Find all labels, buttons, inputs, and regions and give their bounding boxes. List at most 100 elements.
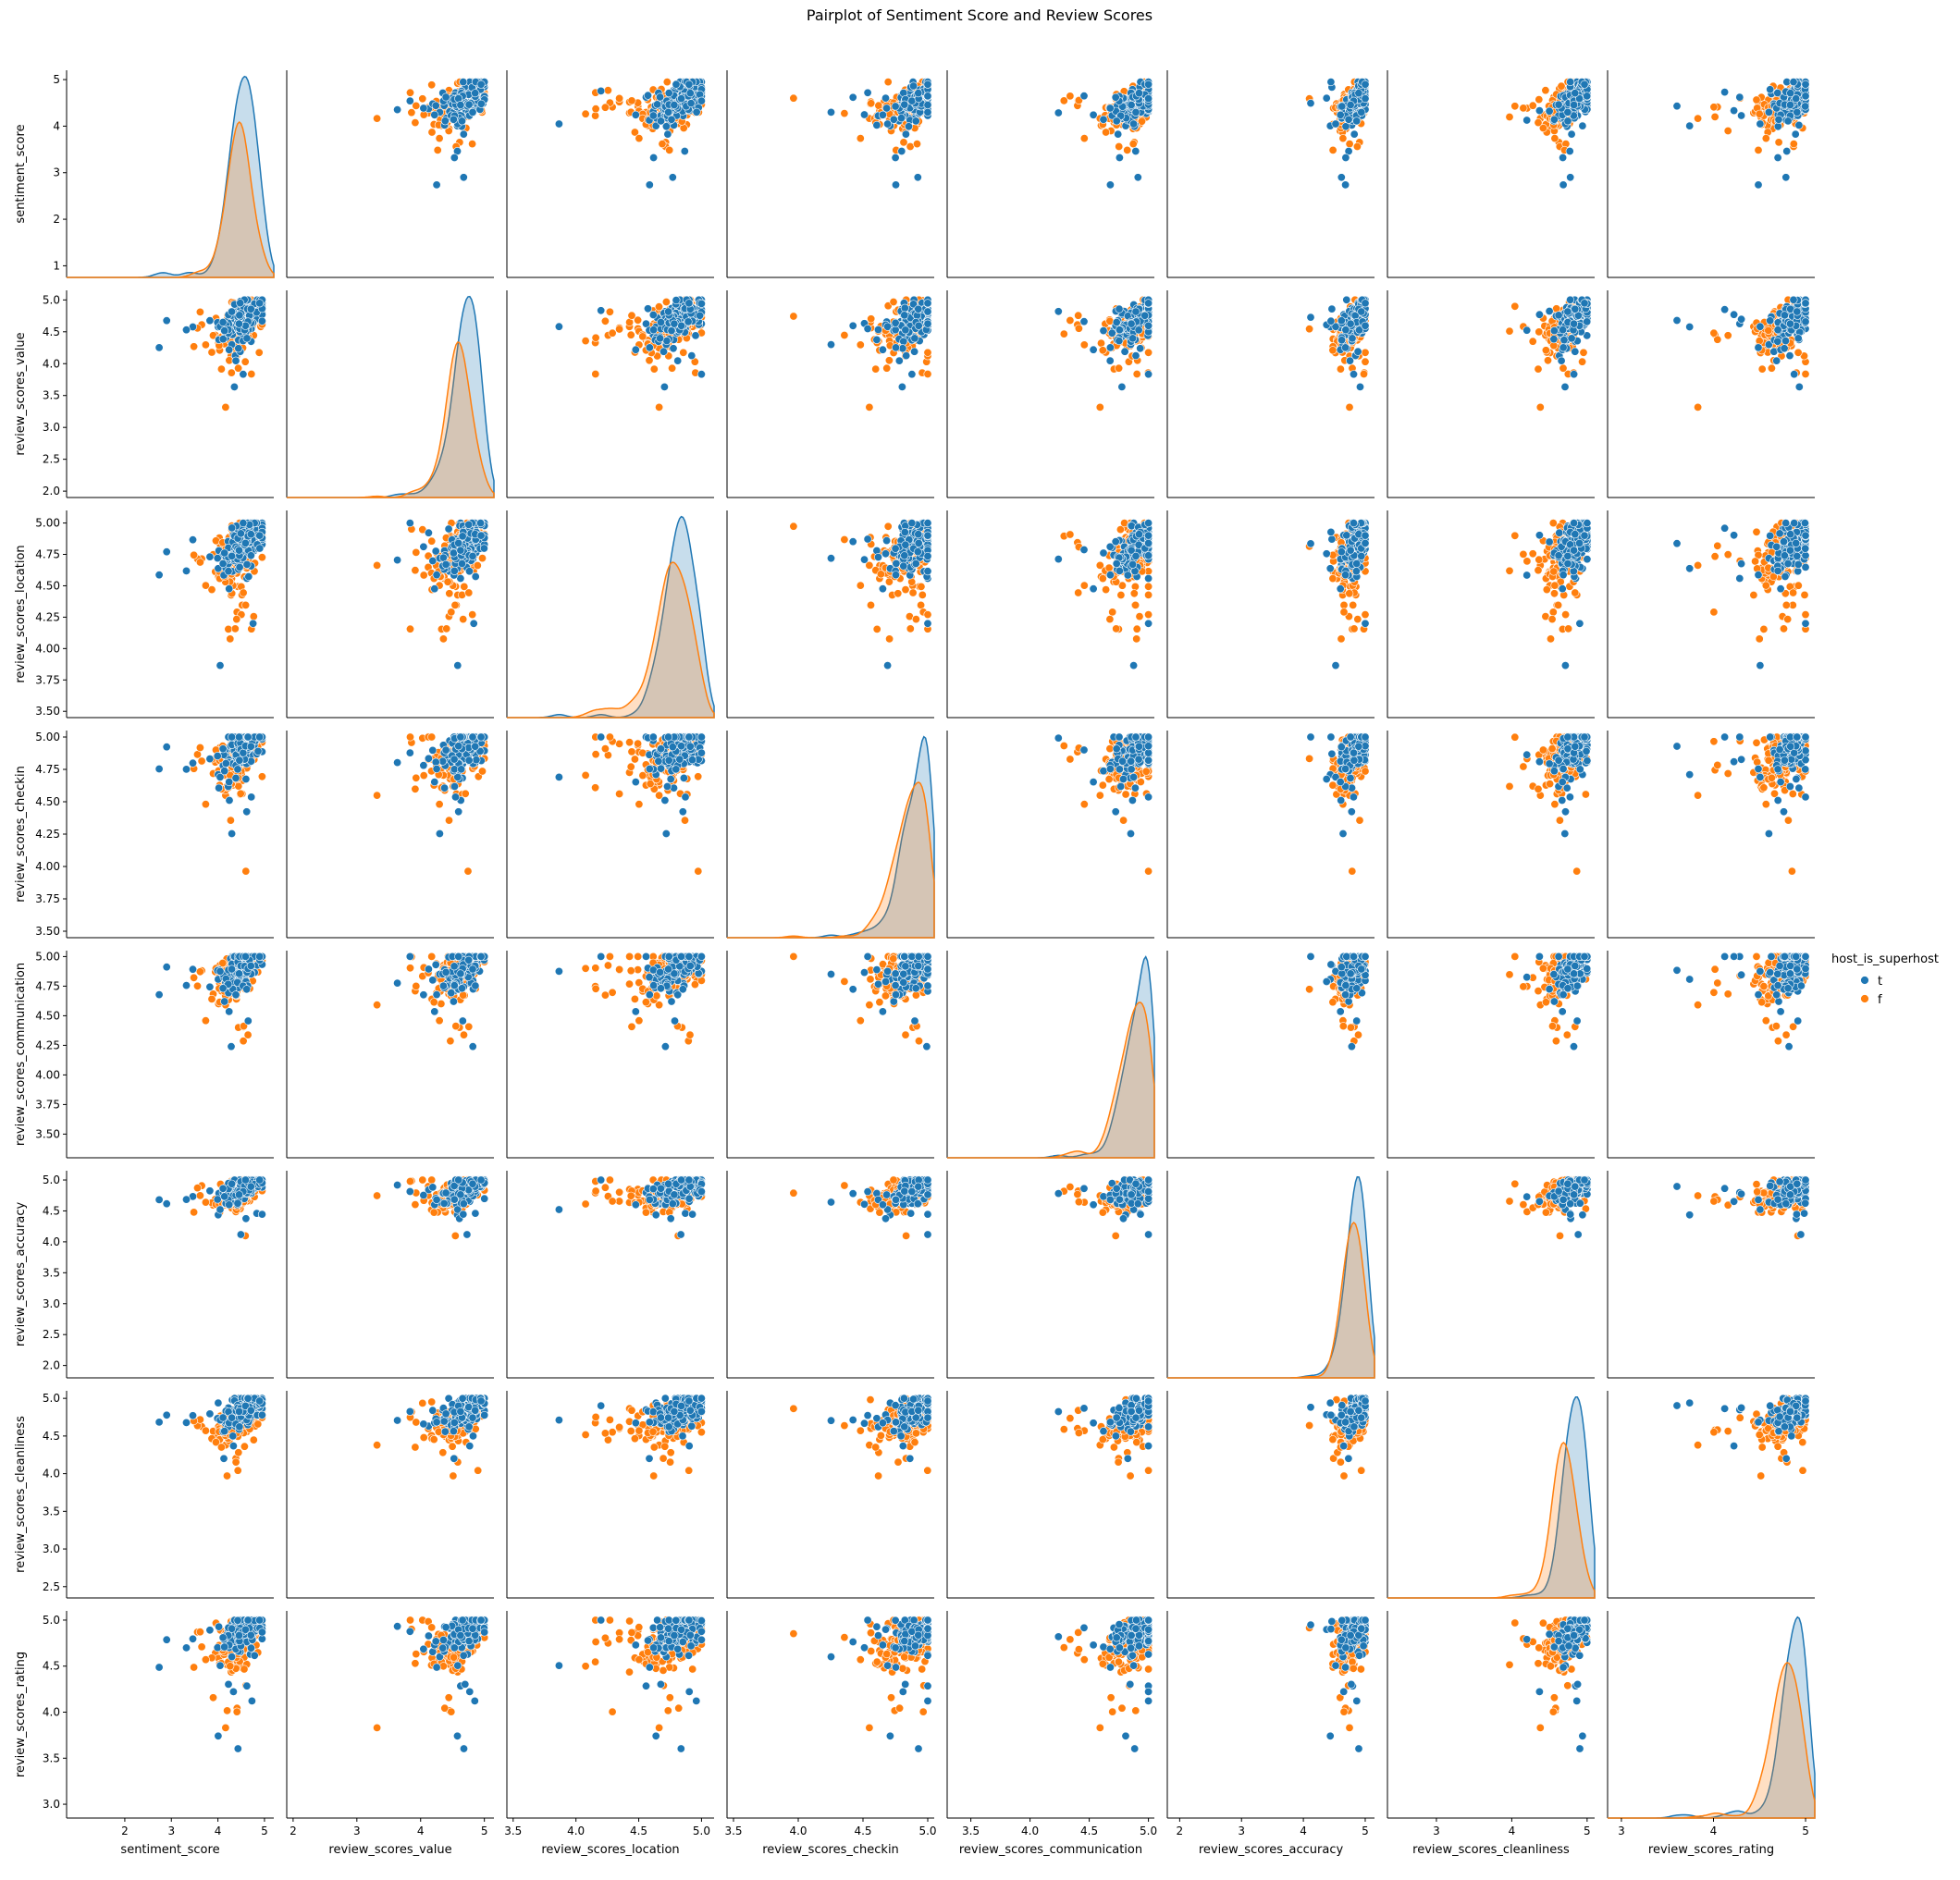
point-t: [1114, 129, 1123, 139]
point-t: [1754, 180, 1763, 190]
panel-sentiment_score-vs-review_scores_value: [286, 70, 494, 278]
point-t: [667, 326, 676, 336]
point-f: [1534, 364, 1543, 374]
point-f: [1709, 103, 1719, 112]
point-f: [1079, 340, 1089, 350]
point-f: [600, 103, 610, 112]
panel-sentiment_score-vs-review_scores_checkin: [726, 70, 934, 278]
point-t: [457, 117, 466, 126]
point-t: [1557, 356, 1566, 365]
point-t: [1356, 382, 1365, 391]
point-t: [1571, 347, 1580, 356]
point-f: [658, 140, 667, 149]
point-t: [1583, 317, 1592, 326]
point-t: [1361, 321, 1370, 330]
point-f: [1305, 325, 1314, 334]
point-f: [1789, 140, 1798, 149]
point-f: [1132, 369, 1141, 378]
point-t: [684, 317, 693, 326]
point-f: [411, 118, 420, 128]
point-t: [1322, 93, 1331, 103]
point-f: [468, 140, 477, 149]
point-f: [1755, 109, 1764, 118]
point-t: [1127, 101, 1136, 110]
point-f: [1095, 402, 1104, 412]
point-t: [1781, 173, 1791, 182]
point-f: [789, 93, 798, 103]
point-t: [891, 154, 900, 163]
point-t: [1559, 326, 1568, 335]
point-f: [1710, 112, 1720, 121]
y-tick-label: 3.0: [43, 421, 60, 434]
point-t: [1054, 108, 1063, 117]
point-f: [247, 369, 256, 378]
point-t: [1079, 317, 1089, 326]
point-t: [826, 107, 835, 117]
point-t: [456, 101, 465, 110]
point-f: [1544, 356, 1553, 365]
point-f: [207, 348, 216, 357]
point-f: [433, 145, 442, 154]
point-f: [581, 109, 590, 118]
point-t: [1115, 154, 1124, 163]
point-t: [667, 115, 676, 124]
point-t: [664, 89, 673, 98]
point-t: [648, 111, 658, 120]
point-f: [591, 369, 600, 378]
point-t: [1131, 351, 1140, 361]
point-t: [872, 120, 881, 129]
point-t: [1353, 347, 1362, 356]
point-t: [1522, 326, 1532, 335]
point-t: [1545, 306, 1554, 315]
point-t: [459, 129, 468, 139]
point-t: [1570, 101, 1579, 110]
panel-sentiment_score-vs-review_scores_communication: [946, 70, 1154, 278]
point-t: [826, 340, 835, 350]
point-t: [1327, 304, 1337, 313]
point-t: [1144, 80, 1153, 89]
point-t: [1350, 129, 1359, 139]
point-t: [1554, 100, 1563, 109]
point-t: [1337, 173, 1346, 182]
point-f: [874, 101, 883, 110]
panel-review_scores_value-vs-review_scores_value: [286, 290, 495, 498]
point-t: [684, 80, 694, 89]
point-t: [923, 92, 932, 101]
point-t: [904, 122, 913, 131]
panel-review_scores_value-vs-review_scores_checkin: [726, 290, 934, 498]
point-f: [865, 402, 874, 412]
point-t: [891, 343, 900, 352]
point-t: [659, 382, 669, 391]
point-t: [1571, 304, 1580, 313]
point-t: [1131, 147, 1140, 156]
point-t: [1801, 92, 1810, 101]
point-t: [1361, 80, 1370, 89]
point-t: [1357, 307, 1366, 316]
point-t: [900, 100, 909, 109]
point-t: [1361, 299, 1370, 308]
point-t: [235, 311, 244, 320]
point-t: [255, 299, 265, 308]
point-t: [393, 105, 402, 115]
panel-sentiment_score-vs-review_scores_location: [506, 70, 714, 278]
point-t: [1566, 78, 1575, 87]
point-t: [1346, 356, 1355, 365]
point-t: [863, 324, 872, 333]
point-t: [1737, 111, 1746, 120]
point-t: [1341, 180, 1350, 190]
point-f: [923, 348, 932, 357]
point-t: [1672, 102, 1682, 111]
point-t: [914, 89, 923, 98]
point-f: [1115, 142, 1124, 152]
point-t: [1346, 319, 1355, 328]
point-t: [656, 334, 665, 343]
point-t: [899, 337, 908, 346]
point-f: [1541, 86, 1550, 95]
point-t: [670, 101, 679, 110]
point-f: [1352, 142, 1362, 152]
point-f: [1074, 311, 1083, 320]
point-f: [615, 93, 624, 103]
point-t: [913, 173, 922, 182]
point-f: [1328, 145, 1337, 154]
point-t: [923, 80, 932, 89]
